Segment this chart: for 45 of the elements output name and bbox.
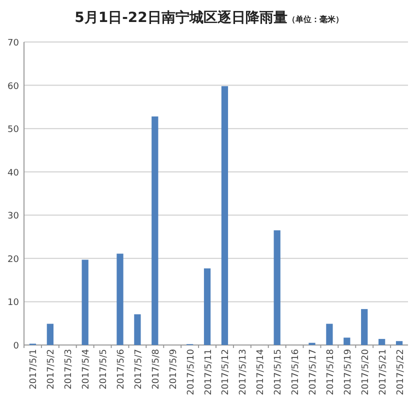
bar xyxy=(116,254,124,345)
x-tick-label: 2017/5/13 xyxy=(238,349,249,396)
y-tick-label: 50 xyxy=(8,125,20,136)
bar xyxy=(82,260,88,345)
chart-title: 5月1日-22日南宁城区逐日降雨量 xyxy=(74,9,288,26)
chart-subtitle: （单位：毫米） xyxy=(287,14,344,24)
y-tick-label: 0 xyxy=(13,342,20,352)
bar xyxy=(378,338,386,345)
x-tick-label: 2017/5/1 xyxy=(29,349,40,390)
y-tick-label: 30 xyxy=(8,212,20,222)
x-tick-label: 2017/5/21 xyxy=(378,349,388,396)
x-tick-label: 2017/5/17 xyxy=(308,349,318,396)
x-tick-label: 2017/5/8 xyxy=(151,348,162,390)
y-tick-label: 70 xyxy=(8,38,20,48)
bar xyxy=(326,324,333,345)
x-tick-label: 2017/5/3 xyxy=(64,349,74,390)
x-tick-label: 2017/5/22 xyxy=(396,349,406,396)
x-tick-label: 2017/5/4 xyxy=(82,348,92,390)
x-tick-label: 2017/5/10 xyxy=(186,348,196,396)
bar xyxy=(204,268,211,345)
bar xyxy=(134,314,141,345)
x-tick-label: 2017/5/12 xyxy=(221,349,232,396)
x-tick-label: 2017/5/16 xyxy=(291,348,302,396)
x-tick-label: 2017/5/9 xyxy=(168,348,179,390)
bar xyxy=(221,86,228,345)
x-tick-label: 2017/5/20 xyxy=(360,348,371,396)
x-tick-label: 2017/5/6 xyxy=(116,348,126,390)
x-tick-label: 2017/5/14 xyxy=(256,348,266,396)
y-tick-label: 20 xyxy=(8,254,20,265)
x-tick-label: 2017/5/11 xyxy=(204,349,214,396)
bar xyxy=(274,230,280,345)
bar xyxy=(46,324,54,345)
bar xyxy=(344,338,350,345)
bar xyxy=(361,309,368,345)
x-tick-label: 2017/5/7 xyxy=(134,349,144,390)
bar xyxy=(152,116,158,345)
x-tick-label: 2017/5/19 xyxy=(343,348,354,396)
x-tick-label: 2017/5/15 xyxy=(274,349,284,396)
x-tick-label: 2017/5/5 xyxy=(99,349,110,390)
x-tick-label: 2017/5/2 xyxy=(46,349,57,390)
y-tick-label: 60 xyxy=(8,82,20,92)
bar xyxy=(396,341,403,345)
x-tick-label: 2017/5/18 xyxy=(326,348,336,396)
y-tick-label: 40 xyxy=(8,168,20,178)
y-tick-label: 10 xyxy=(8,298,20,308)
